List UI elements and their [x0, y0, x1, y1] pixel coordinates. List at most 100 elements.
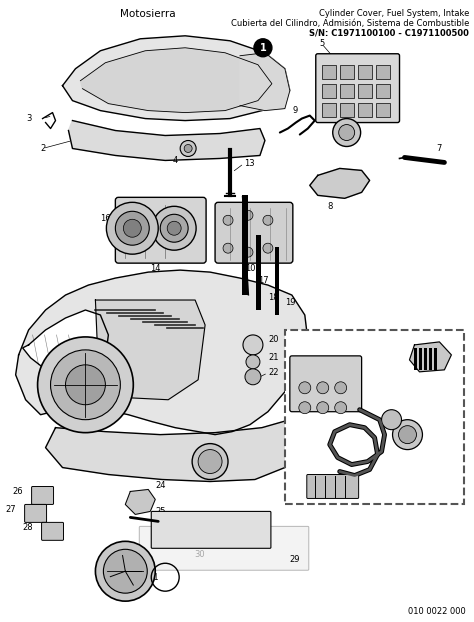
Bar [275, 247, 279, 315]
Bar [340, 84, 354, 98]
Polygon shape [69, 121, 265, 160]
Bar [358, 84, 372, 98]
Text: 9: 9 [292, 106, 298, 115]
Text: 14: 14 [150, 264, 161, 272]
Polygon shape [46, 420, 295, 481]
Text: 2: 2 [40, 144, 45, 153]
Circle shape [123, 220, 141, 237]
Circle shape [223, 215, 233, 225]
Circle shape [192, 443, 228, 480]
Text: Motosierra: Motosierra [120, 9, 176, 19]
Text: 5: 5 [319, 39, 324, 49]
FancyBboxPatch shape [307, 475, 359, 498]
Text: Cubierta del Cilindro, Admisión, Sistema de Combustible: Cubierta del Cilindro, Admisión, Sistema… [231, 19, 469, 28]
Text: 15: 15 [178, 209, 188, 218]
FancyBboxPatch shape [151, 511, 271, 549]
Polygon shape [240, 53, 290, 111]
Circle shape [223, 243, 233, 253]
FancyBboxPatch shape [115, 197, 206, 263]
Bar [434, 348, 438, 370]
Circle shape [333, 119, 361, 147]
Circle shape [106, 202, 158, 254]
Circle shape [184, 144, 192, 152]
Polygon shape [63, 36, 290, 121]
Circle shape [51, 350, 120, 420]
Text: 27: 27 [5, 505, 16, 514]
Bar [414, 348, 418, 370]
Bar [322, 65, 336, 78]
Text: 29: 29 [290, 555, 300, 564]
Text: 16: 16 [100, 214, 111, 223]
Bar [358, 65, 372, 78]
Circle shape [382, 410, 401, 430]
Circle shape [167, 221, 181, 235]
FancyBboxPatch shape [42, 522, 64, 541]
Text: 25: 25 [155, 507, 166, 516]
Circle shape [65, 365, 105, 405]
FancyBboxPatch shape [32, 486, 54, 504]
FancyBboxPatch shape [25, 504, 46, 522]
Text: 11: 11 [320, 393, 330, 402]
Bar [322, 84, 336, 98]
FancyBboxPatch shape [290, 356, 362, 412]
Text: 20: 20 [268, 335, 278, 345]
Text: 4: 4 [173, 156, 178, 165]
Text: 3: 3 [26, 114, 31, 123]
Text: 24: 24 [155, 481, 166, 490]
Text: Cylinder Cover, Fuel System, Intake: Cylinder Cover, Fuel System, Intake [319, 9, 469, 18]
Bar [358, 103, 372, 116]
Circle shape [317, 382, 329, 394]
Text: 7: 7 [437, 144, 442, 153]
FancyBboxPatch shape [215, 202, 293, 263]
Polygon shape [81, 48, 272, 113]
Bar [256, 235, 261, 310]
FancyBboxPatch shape [316, 53, 400, 123]
Bar [424, 348, 428, 370]
Text: 30: 30 [195, 550, 205, 559]
Polygon shape [285, 375, 315, 410]
Text: 12: 12 [318, 363, 328, 373]
Circle shape [399, 425, 417, 443]
Circle shape [243, 335, 263, 355]
Polygon shape [16, 270, 308, 435]
Circle shape [339, 124, 355, 141]
Polygon shape [125, 490, 155, 514]
Text: 17: 17 [314, 345, 325, 355]
Bar [419, 348, 422, 370]
Text: 21: 21 [268, 353, 278, 363]
Text: 22: 22 [268, 368, 278, 378]
FancyBboxPatch shape [139, 526, 309, 570]
Text: 19: 19 [404, 405, 415, 414]
Circle shape [392, 420, 422, 450]
Circle shape [95, 541, 155, 601]
Circle shape [37, 337, 133, 433]
Text: 10: 10 [245, 264, 255, 272]
Circle shape [335, 382, 346, 394]
Polygon shape [310, 169, 370, 198]
Bar [375, 103, 390, 116]
Circle shape [263, 243, 273, 253]
Bar [285, 330, 465, 504]
Circle shape [299, 382, 311, 394]
Text: 17: 17 [258, 276, 269, 285]
Circle shape [152, 207, 196, 250]
Circle shape [254, 39, 272, 57]
Circle shape [317, 402, 329, 414]
Circle shape [299, 402, 311, 414]
Bar [375, 84, 390, 98]
Circle shape [180, 141, 196, 157]
Circle shape [246, 355, 260, 369]
Polygon shape [295, 405, 322, 440]
Circle shape [245, 369, 261, 385]
Bar [242, 195, 248, 295]
Text: 010 0022 000: 010 0022 000 [408, 607, 465, 616]
Text: 26: 26 [12, 487, 23, 496]
Bar [429, 348, 432, 370]
Bar [340, 103, 354, 116]
Circle shape [263, 215, 273, 225]
Circle shape [243, 247, 253, 257]
Text: 6: 6 [333, 118, 338, 127]
Text: 19: 19 [285, 297, 295, 307]
Text: 28: 28 [22, 523, 33, 532]
Polygon shape [23, 310, 109, 378]
